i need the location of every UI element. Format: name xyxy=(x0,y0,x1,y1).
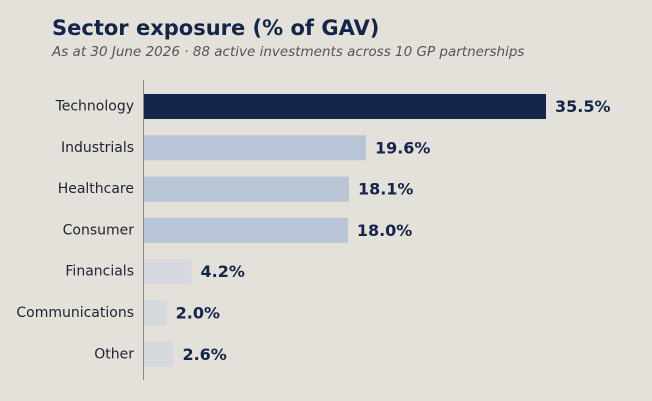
bar-industrials xyxy=(144,135,366,161)
category-label-financials: Financials xyxy=(65,264,134,280)
value-label-financials: 4.2% xyxy=(201,262,245,281)
bar-technology xyxy=(144,94,546,119)
value-label-industrials: 19.6% xyxy=(375,138,431,157)
bar-financials xyxy=(144,259,192,285)
bar-other xyxy=(144,341,174,367)
category-label-technology: Technology xyxy=(55,99,134,115)
category-label-consumer: Consumer xyxy=(63,222,135,238)
bars-group: Technology 35.5% Industrials 19.6% Healthcar… xyxy=(16,94,611,367)
chart-title: Sector exposure (% of GAV) xyxy=(52,16,380,40)
bar-communications xyxy=(144,300,167,326)
category-label-other: Other xyxy=(94,346,134,362)
category-label-healthcare: Healthcare xyxy=(58,181,134,197)
value-label-consumer: 18.0% xyxy=(357,221,413,240)
value-label-healthcare: 18.1% xyxy=(358,180,414,199)
category-label-communications: Communications xyxy=(16,305,134,321)
bar-healthcare xyxy=(144,176,349,202)
value-label-other: 2.6% xyxy=(182,345,226,364)
chart-subtitle: As at 30 June 2026 · 88 active investmen… xyxy=(52,44,525,60)
category-label-industrials: Industrials xyxy=(61,140,134,156)
value-label-communications: 2.0% xyxy=(176,304,220,323)
bar-consumer xyxy=(144,217,348,243)
value-label-technology: 35.5% xyxy=(555,97,611,116)
